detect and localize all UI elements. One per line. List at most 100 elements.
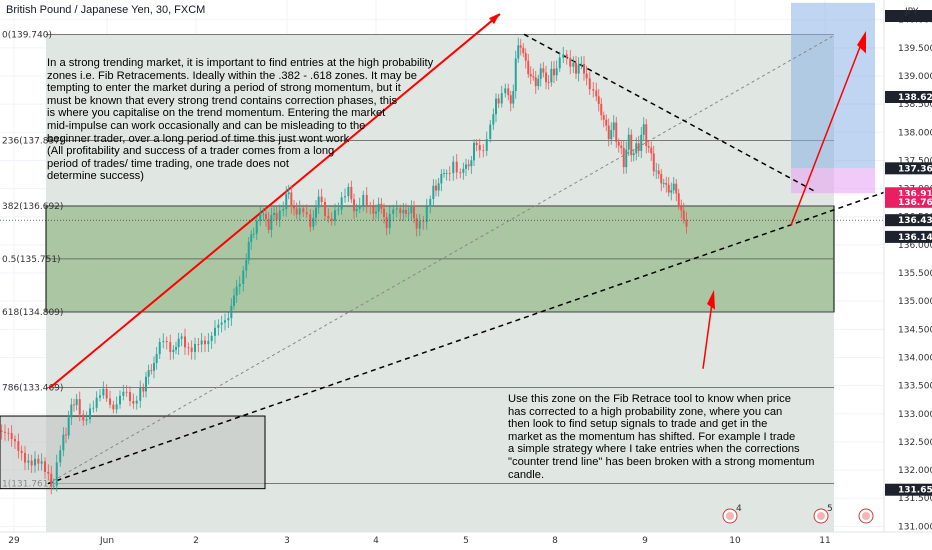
drawn-lines[interactable] <box>47 13 896 485</box>
candle-body <box>507 88 510 96</box>
candle-body <box>67 417 70 436</box>
candle-body <box>583 63 585 74</box>
candle-body <box>145 376 147 392</box>
candle-body <box>429 199 432 207</box>
candle-body <box>320 196 323 202</box>
candle-body <box>670 190 673 193</box>
position-zones[interactable] <box>791 2 875 194</box>
candle-body <box>537 78 540 87</box>
candle-body <box>497 98 500 104</box>
candle-body <box>122 391 125 396</box>
candle-body <box>287 192 290 195</box>
fib-level-label: 236(137.857) <box>2 136 63 146</box>
candle-body <box>142 387 145 392</box>
candle-body <box>585 73 588 79</box>
price-tag-bg <box>885 214 932 227</box>
candle-body <box>210 335 213 341</box>
candle-body <box>637 143 640 151</box>
price-tick-label: 131.500 <box>898 494 932 504</box>
candle-body <box>273 212 275 216</box>
candle-body <box>350 186 353 200</box>
candle-body <box>207 340 210 345</box>
candle-body <box>344 196 346 198</box>
fib-level-label: 618(134.809) <box>2 308 63 318</box>
candle-body <box>305 212 308 215</box>
target-arrow <box>790 36 865 226</box>
candle-body <box>677 193 680 207</box>
price-axis[interactable]: 131.000 131.500 132.000 132.500 133.000 133.5… <box>883 0 932 550</box>
candle-body <box>220 322 223 325</box>
annotation-top[interactable]: In a strong trending market, it is impor… <box>47 57 434 183</box>
candle-body <box>610 130 613 140</box>
candle-body <box>217 324 220 328</box>
candle-body <box>230 305 233 319</box>
candle-body <box>675 183 678 194</box>
candle-body <box>190 347 193 352</box>
price-tag-label: 138.627 <box>898 93 932 103</box>
price-tick-label: 134.500 <box>898 325 932 335</box>
candle-body <box>612 122 615 131</box>
candle-body <box>455 161 458 173</box>
candle-body <box>519 45 522 48</box>
candle-body <box>150 370 153 371</box>
candle-body <box>542 68 545 73</box>
candle-body <box>524 53 527 61</box>
candle-body <box>247 242 250 261</box>
candle-body <box>197 344 200 345</box>
candle-body <box>422 221 425 223</box>
candle-body <box>562 54 565 58</box>
candle-body <box>44 461 46 472</box>
candle-body <box>40 461 43 464</box>
trend-line-up <box>48 13 501 390</box>
price-tag-label: 131.651 <box>898 486 932 496</box>
candle-body <box>617 141 620 146</box>
time-axis[interactable]: 29 Jun 2 3 4 5 8 9 10 11 <box>0 531 932 550</box>
candle-body <box>155 354 158 363</box>
candle-body <box>115 404 118 410</box>
price-tag-bg <box>885 483 932 496</box>
candle-body <box>0 430 3 432</box>
annotation-bottom[interactable]: Use this zone on the Fib Retrace tool to… <box>508 393 815 481</box>
candle-body <box>462 168 465 173</box>
candle-body <box>407 213 410 214</box>
candle-body <box>662 183 665 184</box>
candle-body <box>147 370 150 377</box>
candle-body <box>377 203 380 212</box>
candle-body <box>309 214 312 227</box>
candle-body <box>385 216 388 228</box>
candle-body <box>565 54 568 58</box>
candle-body <box>369 206 372 207</box>
candle-body <box>55 462 58 486</box>
candle-body <box>153 362 155 371</box>
candle-body <box>467 164 470 167</box>
support-trend-line <box>47 187 896 485</box>
candle-body <box>235 286 238 296</box>
candle-body <box>375 211 377 214</box>
candle-body <box>529 74 532 77</box>
candle-body <box>194 344 196 352</box>
candle-body <box>227 318 230 321</box>
candle-body <box>187 347 190 349</box>
candle-body <box>569 57 572 67</box>
candle-body <box>588 78 591 90</box>
candle-body <box>290 192 293 207</box>
candle-body <box>200 340 203 345</box>
candle-body <box>650 147 653 154</box>
candle-body <box>180 336 183 339</box>
candle-body <box>514 58 517 92</box>
candle-body <box>30 460 33 466</box>
counter-trend-line <box>523 33 816 193</box>
candle-body <box>632 153 635 156</box>
candle-body <box>504 88 507 94</box>
candle-body <box>642 124 645 135</box>
candle-body <box>162 341 165 342</box>
candle-body <box>265 214 267 220</box>
candle-body <box>52 485 55 487</box>
candle-body <box>4 431 6 433</box>
candle-body <box>539 68 542 79</box>
candle-body <box>647 145 650 148</box>
candle-body <box>534 77 537 87</box>
price-tick-label: 133.500 <box>898 382 932 392</box>
